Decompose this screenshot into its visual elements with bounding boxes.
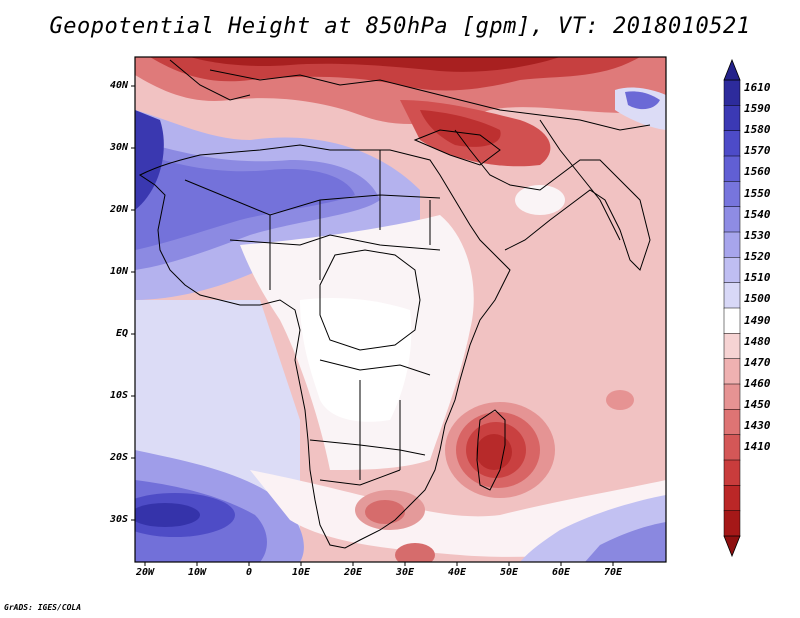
- colorbar-swatch: [724, 232, 740, 258]
- colorbar-label: 1530: [744, 229, 771, 242]
- colorbar-label: 1570: [744, 144, 771, 157]
- colorbar-swatch: [724, 181, 740, 207]
- colorbar-swatch: [724, 333, 740, 359]
- colorbar-swatch: [724, 511, 740, 537]
- colorbar-swatch: [724, 156, 740, 182]
- colorbar-label: 1550: [744, 187, 771, 200]
- colorbar-bottom-arrow: [724, 536, 740, 556]
- colorbar-label: 1410: [744, 440, 771, 453]
- colorbar-swatch: [724, 80, 740, 106]
- colorbar-swatch: [724, 359, 740, 385]
- colorbar-label: 1460: [744, 377, 771, 390]
- colorbar-label: 1450: [744, 398, 771, 411]
- colorbar-swatch: [724, 257, 740, 283]
- colorbar-label: 1500: [744, 292, 771, 305]
- colorbar: [0, 0, 800, 618]
- colorbar-label: 1510: [744, 271, 771, 284]
- colorbar-label: 1580: [744, 123, 771, 136]
- colorbar-top-arrow: [724, 60, 740, 80]
- colorbar-label: 1480: [744, 335, 771, 348]
- colorbar-label: 1610: [744, 81, 771, 94]
- footer-credit: GrADS: IGES/COLA: [4, 603, 81, 612]
- colorbar-label: 1590: [744, 102, 771, 115]
- colorbar-label: 1540: [744, 208, 771, 221]
- colorbar-swatch: [724, 384, 740, 410]
- colorbar-label: 1560: [744, 165, 771, 178]
- colorbar-swatch: [724, 435, 740, 461]
- colorbar-swatch: [724, 207, 740, 233]
- colorbar-swatch: [724, 409, 740, 435]
- colorbar-swatch: [724, 131, 740, 157]
- colorbar-swatch: [724, 283, 740, 309]
- colorbar-swatch: [724, 460, 740, 486]
- colorbar-swatch: [724, 485, 740, 511]
- colorbar-swatch: [724, 308, 740, 334]
- colorbar-label: 1490: [744, 314, 771, 327]
- colorbar-label: 1430: [744, 419, 771, 432]
- colorbar-swatch: [724, 105, 740, 131]
- colorbar-label: 1470: [744, 356, 771, 369]
- colorbar-label: 1520: [744, 250, 771, 263]
